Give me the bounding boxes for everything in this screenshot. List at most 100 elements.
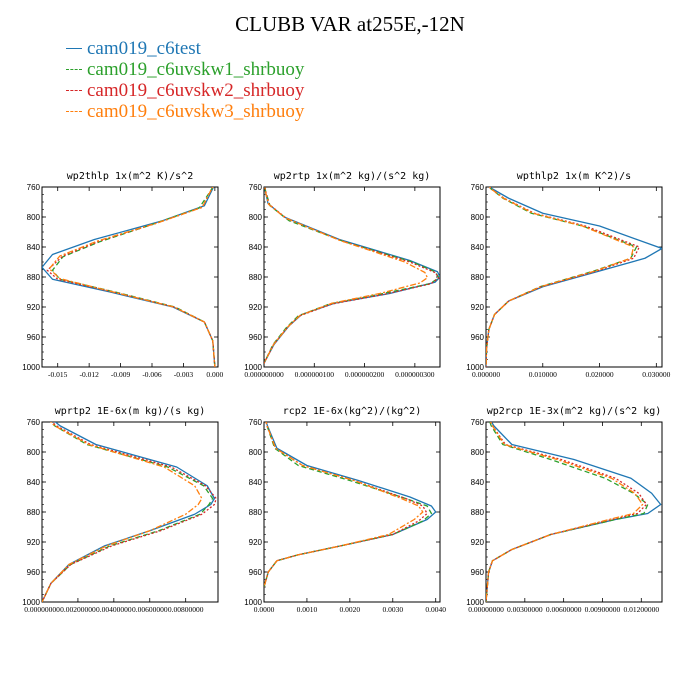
y-tick-label: 840 xyxy=(249,243,263,252)
y-tick-label: 880 xyxy=(471,508,485,517)
x-tick-label: 0.00600000 xyxy=(546,605,582,614)
legend-entry: cam019_c6uvskw3_shrbuoy xyxy=(66,101,304,122)
y-tick-label: 1000 xyxy=(466,598,484,607)
y-tick-label: 960 xyxy=(27,568,41,577)
x-tick-label: 0.00600000 xyxy=(132,605,168,614)
legend-swatch xyxy=(66,48,82,50)
plot-frame xyxy=(263,186,441,368)
x-tick-label: 0.00800000 xyxy=(168,605,204,614)
x-tick-label: 0.030000 xyxy=(642,370,670,379)
series-line-1 xyxy=(486,187,662,367)
series-group xyxy=(264,187,440,364)
y-tick-label: 840 xyxy=(27,478,41,487)
plot-frame xyxy=(263,421,441,603)
y-tick-label: 800 xyxy=(249,448,263,457)
chart-title: rcp2 1E-6x(kg^2)/(kg^2) xyxy=(283,406,421,417)
series-line-3 xyxy=(264,422,428,588)
series-group xyxy=(264,422,437,588)
x-tick-label: 0.00000000 xyxy=(468,605,504,614)
series-line-4 xyxy=(264,422,424,588)
y-tick-label: 920 xyxy=(471,538,485,547)
series-line-4 xyxy=(48,187,216,367)
legend-label: cam019_c6uvskw2_shrbuoy xyxy=(87,80,305,101)
y-tick-label: 760 xyxy=(249,183,263,192)
y-tick-label: 800 xyxy=(471,213,485,222)
x-tick-label: 0.0040 xyxy=(425,605,446,614)
y-tick-label: 840 xyxy=(471,478,485,487)
x-tick-label: -0.015 xyxy=(48,370,68,379)
x-tick-label: -0.009 xyxy=(111,370,131,379)
y-tick-label: 960 xyxy=(27,333,41,342)
legend: cam019_c6test cam019_c6uvskw1_shrbuoy cam0… xyxy=(66,38,304,122)
series-line-2 xyxy=(42,422,214,602)
series-line-2 xyxy=(51,187,216,367)
y-tick-label: 760 xyxy=(249,418,263,427)
x-tick-label: 0.000 xyxy=(206,370,223,379)
chart-panel: wp2rcp 1E-3x(m^2 kg)/(s^2 kg)760 800 840 88… xyxy=(466,406,663,614)
series-line-1 xyxy=(42,422,216,602)
y-tick-label: 1000 xyxy=(244,598,262,607)
chart-title: wp2thlp 1x(m^2 K)/s^2 xyxy=(67,171,193,182)
y-tick-label: 760 xyxy=(471,183,485,192)
y-tick-label: 960 xyxy=(471,568,485,577)
chart-panel: rcp2 1E-6x(kg^2)/(kg^2) 760 800 840 880 920 96… xyxy=(244,406,446,614)
y-tick-label: 920 xyxy=(27,538,41,547)
series-line-4 xyxy=(486,187,635,367)
x-tick-label: 0.00900000 xyxy=(585,605,621,614)
chart-title: wpthlp2 1x(m K^2)/s xyxy=(517,171,631,182)
legend-entry: cam019_c6test xyxy=(66,38,304,59)
series-group xyxy=(42,187,216,367)
x-tick-label: 0.00300000 xyxy=(507,605,543,614)
series-line-2 xyxy=(264,187,440,364)
y-tick-label: 1000 xyxy=(244,363,262,372)
x-tick-label: 0.000000100 xyxy=(295,370,335,379)
x-tick-label: 0.0010 xyxy=(297,605,318,614)
chart-panel: wprtp2 1E-6x(m kg)/(s kg) 760 800 840 880 920… xyxy=(22,406,219,614)
y-tick-label: 760 xyxy=(27,183,41,192)
y-tick-label: 920 xyxy=(249,538,263,547)
y-tick-label: 1000 xyxy=(22,598,40,607)
x-tick-label: 0.000000000 xyxy=(244,370,284,379)
legend-label: cam019_c6test xyxy=(87,38,201,59)
x-tick-label: 0.0020 xyxy=(340,605,361,614)
series-line-1 xyxy=(264,187,440,364)
y-tick-label: 880 xyxy=(249,273,263,282)
x-tick-label: -0.012 xyxy=(79,370,99,379)
series-line-3 xyxy=(264,187,440,364)
y-tick-label: 800 xyxy=(27,448,41,457)
chart-title: wprtp2 1E-6x(m kg)/(s kg) xyxy=(55,406,206,417)
y-tick-label: 1000 xyxy=(466,363,484,372)
series-line-4 xyxy=(264,187,429,364)
series-line-2 xyxy=(264,422,433,588)
x-tick-label: -0.003 xyxy=(174,370,194,379)
series-line-3 xyxy=(486,187,640,367)
y-tick-label: 960 xyxy=(471,333,485,342)
x-tick-label: 0.0000 xyxy=(254,605,275,614)
series-group xyxy=(42,422,217,602)
y-tick-label: 840 xyxy=(27,243,41,252)
series-group xyxy=(486,187,662,367)
series-line-4 xyxy=(486,422,644,602)
legend-swatch xyxy=(66,111,82,113)
y-tick-label: 880 xyxy=(27,273,41,282)
series-line-3 xyxy=(46,187,216,367)
legend-entry: cam019_c6uvskw2_shrbuoy xyxy=(66,80,304,101)
legend-entry: cam019_c6uvskw1_shrbuoy xyxy=(66,59,304,80)
y-tick-label: 840 xyxy=(249,478,263,487)
series-line-2 xyxy=(486,187,638,367)
chart-title: wp2rcp 1E-3x(m^2 kg)/(s^2 kg) xyxy=(487,406,662,417)
series-line-1 xyxy=(42,187,216,367)
y-tick-label: 880 xyxy=(249,508,263,517)
y-tick-label: 800 xyxy=(249,213,263,222)
x-tick-label: 0.00000000 xyxy=(24,605,60,614)
y-tick-label: 960 xyxy=(249,333,263,342)
chart-title: wp2rtp 1x(m^2 kg)/(s^2 kg) xyxy=(274,171,431,182)
y-tick-label: 880 xyxy=(471,273,485,282)
plot-frame xyxy=(41,421,219,603)
y-tick-label: 760 xyxy=(27,418,41,427)
series-line-3 xyxy=(42,422,217,602)
y-tick-label: 920 xyxy=(27,303,41,312)
y-tick-label: 920 xyxy=(249,303,263,312)
y-tick-label: 800 xyxy=(471,448,485,457)
series-group xyxy=(486,422,662,602)
